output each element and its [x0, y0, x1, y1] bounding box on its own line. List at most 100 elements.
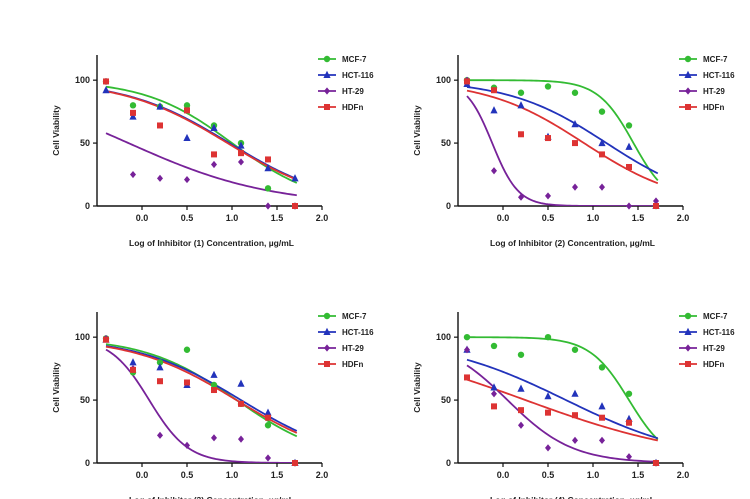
- legend-label-hct-116: HCT-116: [342, 71, 374, 80]
- legend-label-hdfn: HDFn: [703, 103, 724, 112]
- data-point-hdfn: [518, 131, 524, 138]
- data-point-hdfn: [491, 87, 497, 94]
- data-point-mcf-7: [571, 89, 579, 96]
- data-point-ht-29: [265, 202, 271, 210]
- data-point-hdfn: [572, 412, 578, 419]
- fit-curve-hct-116: [466, 358, 659, 440]
- legend-marker-hdfn: [685, 361, 691, 367]
- y-tick-label: 50: [80, 395, 90, 405]
- data-point-ht-29: [211, 434, 217, 442]
- data-point-hdfn: [265, 156, 271, 163]
- x-tick-label: 0.5: [181, 470, 194, 480]
- y-tick-label: 0: [446, 458, 451, 468]
- data-point-hdfn: [103, 336, 109, 343]
- data-point-hdfn: [626, 419, 632, 426]
- data-point-hdfn: [184, 107, 190, 114]
- data-point-mcf-7: [625, 390, 633, 397]
- data-point-hct-116: [598, 138, 606, 147]
- data-point-ht-29: [184, 175, 190, 184]
- data-point-ht-29: [238, 435, 244, 443]
- y-axis-title: Cell Viability: [51, 362, 61, 413]
- data-point-ht-29: [626, 453, 632, 461]
- data-point-hct-116: [156, 102, 164, 110]
- legend-label-ht-29: HT-29: [342, 87, 364, 96]
- x-axis-title: Log of Inhibitor (4) Concentration, µg/m…: [490, 495, 655, 499]
- fit-curve-hct-116: [466, 86, 659, 175]
- data-point-hdfn: [238, 150, 244, 157]
- data-point-hdfn: [491, 403, 497, 410]
- data-point-hct-116: [129, 112, 137, 120]
- data-point-hct-116: [156, 363, 164, 371]
- fit-curve-hdfn: [466, 378, 658, 442]
- data-point-mcf-7: [517, 89, 525, 96]
- data-point-mcf-7: [463, 333, 471, 341]
- data-point-ht-29: [130, 170, 136, 179]
- x-tick-label: 0.0: [497, 470, 510, 480]
- data-point-hct-116: [490, 106, 498, 114]
- data-point-hdfn: [238, 400, 244, 407]
- data-point-ht-29: [572, 183, 578, 191]
- x-tick-label: 1.5: [632, 213, 645, 223]
- x-tick-label: 1.0: [587, 213, 600, 223]
- data-point-mcf-7: [210, 381, 218, 389]
- data-point-hdfn: [572, 140, 578, 147]
- x-tick-label: 0.0: [497, 213, 510, 223]
- y-tick-label: 50: [441, 395, 451, 405]
- data-point-hdfn: [103, 78, 109, 85]
- data-point-hct-116: [490, 383, 498, 391]
- data-point-ht-29: [157, 431, 163, 439]
- data-point-mcf-7: [544, 83, 552, 90]
- data-point-ht-29: [545, 192, 551, 200]
- y-tick-label: 100: [436, 332, 451, 342]
- legend-marker-hct-116: [684, 327, 692, 335]
- data-point-hct-116: [544, 392, 552, 400]
- legend-label-mcf-7: MCF-7: [342, 312, 367, 321]
- legend-marker-mcf-7: [684, 55, 692, 63]
- x-tick-label: 1.5: [632, 470, 645, 480]
- data-point-ht-29: [211, 160, 217, 169]
- x-axis-title: Log of Inhibitor (3) Concentration, µg/m…: [129, 495, 294, 499]
- data-point-hct-116: [129, 358, 137, 366]
- data-point-mcf-7: [490, 342, 498, 350]
- data-point-hct-116: [571, 120, 579, 128]
- data-point-hdfn: [157, 122, 163, 129]
- legend-label-ht-29: HT-29: [342, 344, 364, 353]
- data-point-ht-29: [626, 202, 632, 210]
- x-tick-label: 2.0: [677, 470, 690, 480]
- data-point-hct-116: [264, 164, 272, 172]
- chart-panel-inhibitor-3: 0 50 100 0.0 0.5 1.0 1.5 2.0 Log of Inhibitor (3…: [51, 312, 374, 499]
- data-point-hct-116: [598, 402, 606, 410]
- legend-marker-hdfn: [324, 104, 330, 110]
- legend-label-hct-116: HCT-116: [703, 328, 735, 337]
- data-point-hdfn: [599, 151, 605, 158]
- data-point-mcf-7: [598, 108, 606, 115]
- legend-label-hct-116: HCT-116: [703, 71, 735, 80]
- data-point-hct-116: [210, 370, 218, 378]
- data-point-hct-116: [237, 379, 245, 387]
- data-point-hdfn: [292, 460, 298, 466]
- x-tick-label: 0.5: [542, 213, 555, 223]
- data-point-hdfn: [292, 203, 298, 209]
- x-tick-label: 1.0: [587, 470, 600, 480]
- data-point-hdfn: [626, 163, 632, 170]
- data-point-ht-29: [491, 167, 497, 175]
- legend-marker-hct-116: [323, 70, 331, 78]
- data-point-hdfn: [464, 78, 470, 85]
- data-point-hct-116: [237, 141, 245, 149]
- x-tick-label: 1.0: [226, 470, 239, 480]
- y-tick-label: 0: [85, 458, 90, 468]
- legend-label-hdfn: HDFn: [342, 103, 363, 112]
- x-tick-label: 0.0: [136, 213, 149, 223]
- fit-curve-ht-29: [466, 364, 658, 463]
- data-point-hct-116: [102, 86, 110, 94]
- data-point-ht-29: [518, 421, 524, 429]
- data-point-hdfn: [653, 460, 659, 466]
- data-point-hct-116: [571, 389, 579, 397]
- fit-curve-mcf-7: [467, 79, 659, 182]
- legend-marker-mcf-7: [323, 312, 331, 320]
- data-point-mcf-7: [598, 364, 606, 371]
- data-point-ht-29: [599, 183, 605, 191]
- fit-curve-hct-116: [105, 345, 298, 432]
- x-tick-label: 0.5: [542, 470, 555, 480]
